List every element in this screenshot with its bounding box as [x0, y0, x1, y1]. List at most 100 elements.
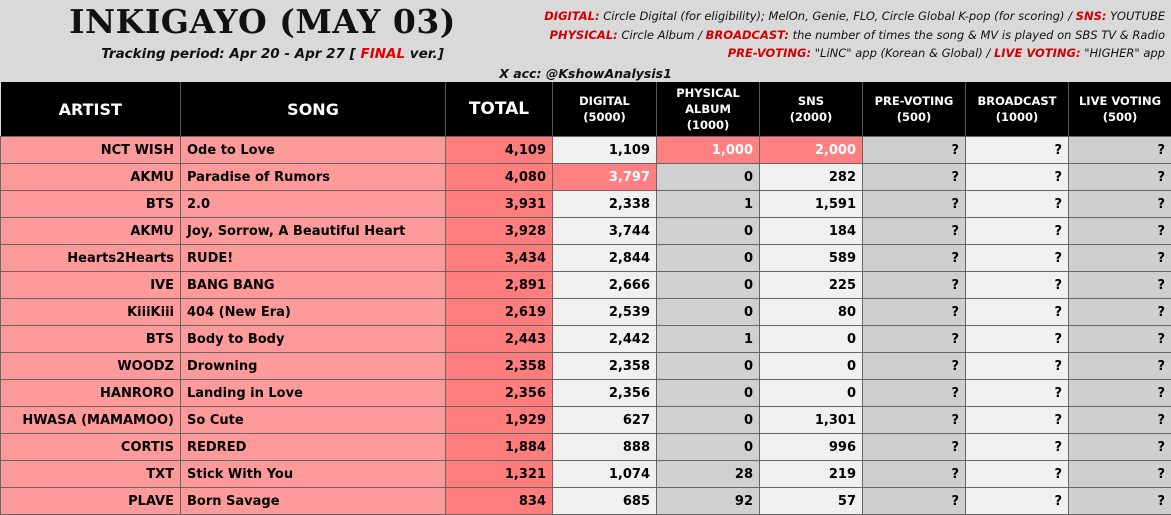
legend-key-sns: SNS:: [1076, 9, 1107, 23]
col-live-max: (500): [1069, 109, 1171, 125]
table-row: AKMU Paradise of Rumors 4,080 3,797 0 28…: [1, 164, 1171, 191]
sns-cell: 184: [760, 218, 863, 245]
table-row: BTS Body to Body 2,443 2,442 1 0 ? ? ?: [1, 326, 1171, 353]
legend-key-broadcast: BROADCAST:: [706, 28, 789, 42]
song-cell: Stick With You: [181, 461, 446, 488]
table-row: TXT Stick With You 1,321 1,074 28 219 ? …: [1, 461, 1171, 488]
table-row: CORTIS REDRED 1,884 888 0 996 ? ? ?: [1, 434, 1171, 461]
broadcast-cell: ?: [966, 137, 1069, 164]
live-voting-cell: ?: [1069, 245, 1171, 272]
broadcast-cell: ?: [966, 245, 1069, 272]
artist-cell: WOODZ: [1, 353, 181, 380]
scoring-legend: DIGITAL: Circle Digital (for eligibility…: [525, 7, 1165, 63]
col-sns-max: (2000): [760, 109, 862, 125]
sns-cell: 0: [760, 326, 863, 353]
broadcast-cell: ?: [966, 380, 1069, 407]
physical-cell: 0: [657, 164, 760, 191]
live-voting-cell: ?: [1069, 407, 1171, 434]
total-cell: 4,109: [446, 137, 553, 164]
tracking-suffix: ver.]: [410, 46, 444, 62]
sns-cell: 589: [760, 245, 863, 272]
live-voting-cell: ?: [1069, 137, 1171, 164]
digital-cell: 685: [553, 488, 657, 515]
legend-val-broadcast: the number of times the song & MV is pla…: [793, 28, 1165, 42]
digital-cell: 3,797: [553, 164, 657, 191]
digital-cell: 1,109: [553, 137, 657, 164]
legend-line-1: DIGITAL: Circle Digital (for eligibility…: [525, 7, 1165, 26]
physical-cell: 0: [657, 380, 760, 407]
sns-cell: 57: [760, 488, 863, 515]
prevoting-cell: ?: [863, 245, 966, 272]
total-cell: 3,928: [446, 218, 553, 245]
live-voting-cell: ?: [1069, 488, 1171, 515]
prevoting-cell: ?: [863, 353, 966, 380]
physical-cell: 0: [657, 218, 760, 245]
song-cell: Body to Body: [181, 326, 446, 353]
col-physical-label-1: PHYSICAL: [657, 85, 759, 101]
col-artist: ARTIST: [1, 82, 181, 137]
song-cell: BANG BANG: [181, 272, 446, 299]
physical-cell: 0: [657, 272, 760, 299]
legend-line-3: PRE-VOTING: "LiNC" app (Korean & Global)…: [525, 44, 1165, 63]
song-cell: Paradise of Rumors: [181, 164, 446, 191]
col-prevoting-max: (500): [863, 109, 965, 125]
digital-cell: 1,074: [553, 461, 657, 488]
table-body: NCT WISH Ode to Love 4,109 1,109 1,000 2…: [1, 137, 1171, 515]
sns-cell: 1,301: [760, 407, 863, 434]
prevoting-cell: ?: [863, 137, 966, 164]
tracking-prefix: Tracking period: Apr 20 - Apr 27 [: [101, 46, 356, 62]
song-cell: REDRED: [181, 434, 446, 461]
artist-cell: IVE: [1, 272, 181, 299]
legend-line-2: PHYSICAL: Circle Album / BROADCAST: the …: [525, 26, 1165, 45]
sns-cell: 2,000: [760, 137, 863, 164]
table-row: BTS 2.0 3,931 2,338 1 1,591 ? ? ?: [1, 191, 1171, 218]
legend-val-digital: Circle Digital (for eligibility); MelOn,…: [603, 9, 1072, 23]
sns-cell: 996: [760, 434, 863, 461]
artist-cell: BTS: [1, 191, 181, 218]
artist-cell: BTS: [1, 326, 181, 353]
total-cell: 3,931: [446, 191, 553, 218]
table-row: IVE BANG BANG 2,891 2,666 0 225 ? ? ?: [1, 272, 1171, 299]
col-digital: DIGITAL(5000): [553, 82, 657, 137]
digital-cell: 2,358: [553, 353, 657, 380]
digital-cell: 2,666: [553, 272, 657, 299]
artist-cell: KiiiKiii: [1, 299, 181, 326]
physical-cell: 1: [657, 326, 760, 353]
sns-cell: 0: [760, 353, 863, 380]
table-row: Hearts2Hearts RUDE! 3,434 2,844 0 589 ? …: [1, 245, 1171, 272]
col-sns-label: SNS: [760, 93, 862, 109]
prevoting-cell: ?: [863, 488, 966, 515]
prevoting-cell: ?: [863, 272, 966, 299]
col-broadcast-max: (1000): [966, 109, 1068, 125]
digital-cell: 2,844: [553, 245, 657, 272]
total-cell: 2,891: [446, 272, 553, 299]
broadcast-cell: ?: [966, 326, 1069, 353]
table-row: AKMU Joy, Sorrow, A Beautiful Heart 3,92…: [1, 218, 1171, 245]
prevoting-cell: ?: [863, 191, 966, 218]
col-prevoting: PRE-VOTING(500): [863, 82, 966, 137]
physical-cell: 1: [657, 191, 760, 218]
broadcast-cell: ?: [966, 218, 1069, 245]
prevoting-cell: ?: [863, 380, 966, 407]
song-cell: Born Savage: [181, 488, 446, 515]
live-voting-cell: ?: [1069, 326, 1171, 353]
live-voting-cell: ?: [1069, 272, 1171, 299]
table-row: WOODZ Drowning 2,358 2,358 0 0 ? ? ?: [1, 353, 1171, 380]
col-song: SONG: [181, 82, 446, 137]
total-cell: 2,356: [446, 380, 553, 407]
total-cell: 3,434: [446, 245, 553, 272]
sns-cell: 0: [760, 380, 863, 407]
song-cell: 404 (New Era): [181, 299, 446, 326]
table-row: PLAVE Born Savage 834 685 92 57 ? ? ?: [1, 488, 1171, 515]
col-live-label: LIVE VOTING: [1069, 93, 1171, 109]
artist-cell: AKMU: [1, 164, 181, 191]
broadcast-cell: ?: [966, 407, 1069, 434]
prevoting-cell: ?: [863, 407, 966, 434]
live-voting-cell: ?: [1069, 299, 1171, 326]
total-cell: 1,884: [446, 434, 553, 461]
artist-cell: HWASA (MAMAMOO): [1, 407, 181, 434]
col-prevoting-label: PRE-VOTING: [863, 93, 965, 109]
digital-cell: 2,338: [553, 191, 657, 218]
artist-cell: NCT WISH: [1, 137, 181, 164]
